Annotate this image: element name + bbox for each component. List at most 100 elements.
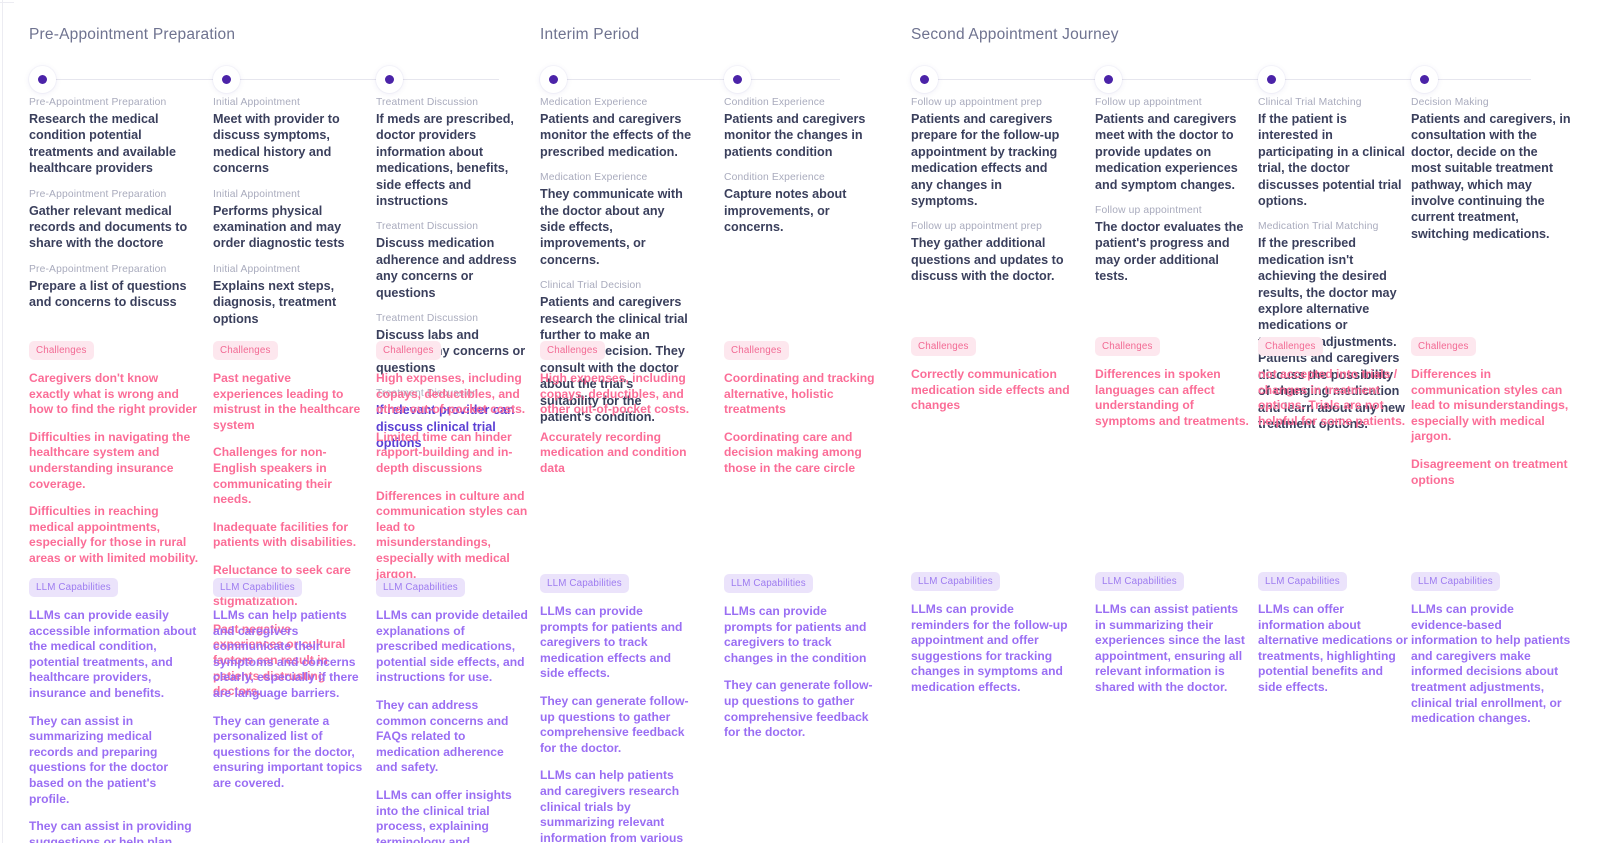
- challenges-items: Correctly communication medication side …: [911, 367, 1071, 414]
- challenge-item: Accurately recording medication and cond…: [540, 429, 687, 475]
- challenges-badge: Challenges: [1095, 337, 1160, 356]
- challenges-badge: Challenges: [911, 337, 976, 356]
- stage-text: If meds are prescribed, doctor providers…: [376, 112, 514, 209]
- stage-label: Pre-Appointment Preparation: [29, 188, 167, 200]
- challenges-badge: Challenges: [1258, 337, 1323, 356]
- stage-label: Condition Experience: [724, 97, 825, 108]
- llm-capabilities-block: LLM Capabilities LLMs can provide easily …: [29, 577, 199, 843]
- challenges-badge: Challenges: [1411, 337, 1476, 356]
- llm-capability-item: They can address common concerns and FAQ…: [376, 697, 509, 775]
- stage-entry: Treatment Discussion Discuss medication a…: [376, 220, 528, 301]
- stage-label: Initial Appointment: [213, 97, 300, 108]
- llm-capabilities-block: LLM Capabilities LLMs can offer informati…: [1258, 571, 1408, 843]
- timeline-dot-marker[interactable]: [376, 66, 403, 93]
- challenge-item: High expenses, including copays, deducti…: [376, 371, 526, 417]
- llm-capabilities-badge: LLM Capabilities: [213, 578, 302, 597]
- challenge-item: Caregivers don't know exactly what is wr…: [29, 371, 197, 417]
- llm-capabilities-badge: LLM Capabilities: [29, 578, 118, 597]
- stage-entry: Condition Experience Capture notes about …: [724, 171, 876, 235]
- llm-capabilities-badge: LLM Capabilities: [376, 578, 465, 597]
- section-title: Second Appointment Journey: [911, 26, 1119, 43]
- stage-entry: Decision Making Patients and caregivers, …: [1411, 96, 1571, 242]
- challenge-item: Inadequate facilities for patients with …: [213, 519, 357, 550]
- challenges-block: Challenges High expenses, including copay…: [376, 340, 528, 594]
- llm-capabilities-block: LLM Capabilities LLMs can provide reminde…: [911, 571, 1071, 843]
- llm-capability-item: LLMs can offer insights into the clinica…: [376, 787, 512, 843]
- llm-capability-item: LLMs can assist patients in summarizing …: [1095, 602, 1245, 694]
- llm-capabilities-badge: LLM Capabilities: [540, 574, 629, 593]
- stage-entry: Treatment Discussion If relevant provider…: [376, 387, 528, 451]
- stage-text: If the patient is interested in particip…: [1258, 112, 1405, 209]
- challenges-block: Challenges Caregivers don't know exactly …: [29, 340, 199, 579]
- timeline-rail-0: [29, 79, 499, 80]
- stage-list: Clinical Trial Matching If the patient is…: [1258, 96, 1408, 443]
- llm-capabilities-block: LLM Capabilities LLMs can assist patients…: [1095, 571, 1250, 843]
- llm-capabilities-block: LLM Capabilities LLMs can provide detaile…: [376, 577, 528, 843]
- llm-capabilities-items: LLMs can assist patients in summarizing …: [1095, 602, 1250, 696]
- challenges-block: Challenges Past negative experiences lead…: [213, 340, 363, 712]
- stage-entry: Follow up appointment prep They gather ad…: [911, 220, 1071, 284]
- llm-capabilities-items: LLMs can help patients and caregivers co…: [213, 608, 363, 792]
- stage-text: Capture notes about improvements, or con…: [724, 187, 847, 235]
- stage-text: Patients and caregivers monitor the effe…: [540, 112, 692, 159]
- stage-label: Follow up appointment: [1095, 205, 1202, 217]
- stage-entry: Pre-Appointment Preparation Research the …: [29, 96, 199, 177]
- challenges-items: Caregivers don't know exactly what is wr…: [29, 371, 199, 567]
- challenges-badge: Challenges: [540, 341, 605, 360]
- stage-entry: Clinical Trial Decision Patients and care…: [540, 279, 692, 425]
- timeline-dot-icon: [733, 75, 742, 84]
- section-title: Interim Period: [540, 26, 640, 43]
- llm-capability-item: They can generate follow-up questions to…: [724, 678, 873, 740]
- timeline-dot-marker[interactable]: [213, 66, 240, 93]
- timeline-dot-icon: [222, 75, 231, 84]
- stage-entry: Clinical Trial Matching If the patient is…: [1258, 96, 1408, 209]
- challenges-items: not accepted into trials / changes in tr…: [1258, 367, 1408, 429]
- llm-capabilities-block: LLM Capabilities LLMs can provide evidenc…: [1411, 571, 1571, 843]
- stage-text: Prepare a list of questions and concerns…: [29, 278, 187, 310]
- llm-capability-item: LLMs can help patients and caregivers co…: [213, 608, 359, 700]
- stage-label: Clinical Trial Decision: [540, 280, 642, 292]
- challenges-items: High expenses, including copays, deducti…: [540, 371, 692, 477]
- stage-label: Treatment Discussion: [376, 97, 479, 108]
- challenge-item: Past negative experiences or cultural fa…: [213, 621, 346, 699]
- stage-label: Medication Trial Matching: [1258, 221, 1379, 233]
- llm-capabilities-items: LLMs can provide easily accessible infor…: [29, 608, 199, 843]
- stage-text: Explains next steps, diagnosis, treatmen…: [213, 278, 337, 326]
- stage-label: Pre-Appointment Preparation: [29, 97, 167, 108]
- stage-label: Treatment Discussion: [376, 221, 479, 233]
- challenge-item: High expenses, including copays, deducti…: [540, 371, 690, 417]
- timeline-dot-marker[interactable]: [1411, 66, 1438, 93]
- timeline-dot-marker[interactable]: [911, 66, 938, 93]
- stage-list: Pre-Appointment Preparation Research the …: [29, 96, 199, 322]
- timeline-dot-icon: [38, 75, 47, 84]
- timeline-rail-1: [540, 79, 840, 80]
- challenges-items: Differences in communication styles can …: [1411, 367, 1571, 488]
- stage-entry: Initial Appointment Meet with provider to…: [213, 96, 363, 177]
- llm-capability-item: LLMs can provide evidence-based informat…: [1411, 602, 1571, 726]
- stage-entry: Initial Appointment Performs physical exa…: [213, 188, 363, 252]
- stage-label: Treatment Discussion: [376, 388, 479, 400]
- llm-capabilities-badge: LLM Capabilities: [1411, 572, 1500, 591]
- challenge-item: Disagreement on treatment options: [1411, 456, 1568, 487]
- llm-capability-item: They can assist in providing suggestions…: [29, 819, 192, 843]
- timeline-dot-marker[interactable]: [540, 66, 567, 93]
- timeline-dot-marker[interactable]: [1095, 66, 1122, 93]
- timeline-dot-marker[interactable]: [724, 66, 751, 93]
- stage-list: Condition Experience Patients and caregiv…: [724, 96, 876, 246]
- llm-capabilities-items: LLMs can offer information about alterna…: [1258, 602, 1408, 696]
- llm-capability-item: LLMs can provide easily accessible infor…: [29, 608, 197, 700]
- stage-text: Patients and caregivers research the cli…: [540, 295, 688, 425]
- llm-capabilities-badge: LLM Capabilities: [1258, 572, 1347, 591]
- timeline-dot-marker[interactable]: [1258, 66, 1285, 93]
- llm-capability-item: LLMs can offer information about alterna…: [1258, 602, 1408, 694]
- llm-capabilities-badge: LLM Capabilities: [724, 574, 813, 593]
- stage-label: Treatment Discussion: [376, 313, 479, 325]
- stage-list: Medication Experience Patients and caregi…: [540, 96, 692, 437]
- llm-capabilities-block: LLM Capabilities LLMs can provide prompts…: [540, 573, 692, 843]
- stage-entry: Pre-Appointment Preparation Prepare a lis…: [29, 263, 199, 311]
- stage-text: Gather relevant medical records and docu…: [29, 203, 188, 251]
- stage-label: Follow up appointment prep: [911, 221, 1042, 233]
- timeline-dot-marker[interactable]: [29, 66, 56, 93]
